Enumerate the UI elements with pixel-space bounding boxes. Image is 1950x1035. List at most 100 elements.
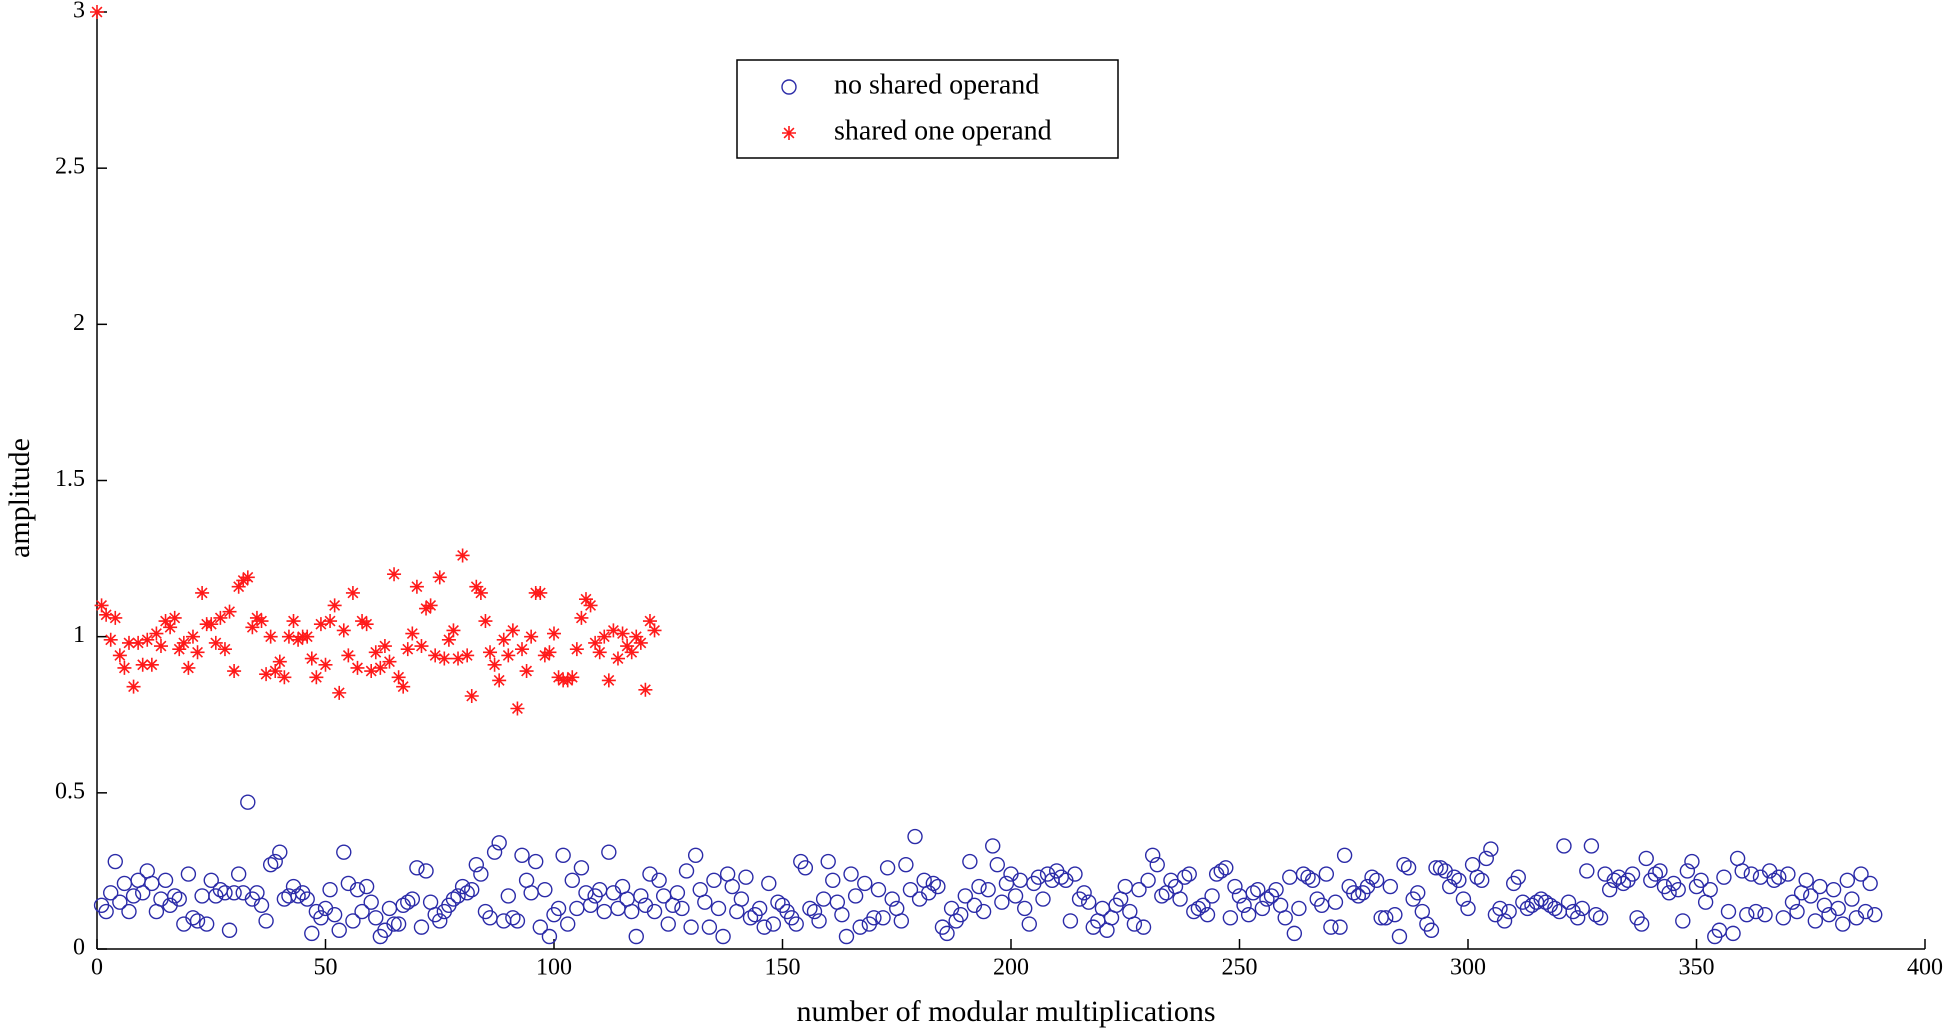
star-marker bbox=[782, 126, 796, 140]
circle-marker bbox=[1149, 856, 1165, 873]
circle-marker bbox=[651, 872, 667, 888]
star-marker bbox=[90, 5, 104, 19]
circle-marker bbox=[596, 903, 612, 920]
circle-marker bbox=[1053, 869, 1069, 885]
star-marker bbox=[377, 639, 392, 654]
circle-marker bbox=[1734, 863, 1750, 879]
circle-marker bbox=[628, 928, 644, 945]
star-marker bbox=[569, 642, 584, 657]
circle-marker bbox=[1588, 906, 1604, 923]
star-marker bbox=[117, 660, 132, 675]
circle-marker bbox=[1643, 872, 1659, 888]
circle-marker bbox=[1725, 925, 1741, 942]
circle-marker bbox=[212, 881, 229, 898]
star-marker bbox=[208, 635, 223, 650]
circle-marker bbox=[1780, 866, 1796, 882]
circle-marker bbox=[1080, 894, 1097, 910]
circle-marker bbox=[747, 906, 763, 923]
legend-label: shared one operand bbox=[834, 115, 1052, 146]
circle-marker bbox=[898, 856, 914, 873]
star-marker bbox=[446, 623, 461, 638]
circle-marker bbox=[418, 863, 434, 879]
star-marker bbox=[565, 670, 580, 685]
circle-marker bbox=[1483, 841, 1499, 857]
circle-marker bbox=[1245, 885, 1261, 901]
star-marker bbox=[300, 629, 315, 644]
star-marker bbox=[249, 610, 264, 625]
star-marker bbox=[437, 651, 452, 666]
circle-marker bbox=[349, 881, 366, 898]
circle-marker bbox=[226, 885, 242, 901]
star-marker bbox=[547, 626, 561, 641]
circle-marker bbox=[1085, 919, 1101, 935]
circle-marker bbox=[1400, 860, 1417, 876]
star-marker bbox=[336, 623, 351, 638]
circle-marker bbox=[166, 888, 183, 904]
circle-marker bbox=[646, 903, 663, 920]
star-marker bbox=[172, 642, 187, 657]
circle-marker bbox=[541, 928, 558, 945]
circle-marker bbox=[491, 835, 507, 851]
circle-marker bbox=[781, 79, 797, 95]
circle-marker bbox=[1629, 910, 1645, 926]
star-marker bbox=[185, 629, 200, 644]
star-marker bbox=[355, 614, 370, 629]
star-marker bbox=[364, 664, 379, 679]
circle-marker bbox=[761, 875, 777, 892]
circle-marker bbox=[326, 906, 343, 923]
circle-marker bbox=[1382, 878, 1399, 895]
star-marker bbox=[153, 639, 168, 654]
star-marker bbox=[560, 673, 575, 688]
x-tick-label: 100 bbox=[536, 955, 572, 981]
circle-marker bbox=[1656, 878, 1673, 895]
circle-marker bbox=[1496, 913, 1513, 929]
circle-marker bbox=[834, 906, 850, 923]
circle-marker bbox=[610, 900, 626, 917]
circle-marker bbox=[1263, 888, 1280, 904]
circle-marker bbox=[1748, 903, 1764, 920]
circle-marker bbox=[432, 913, 448, 929]
circle-marker bbox=[1094, 900, 1111, 917]
star-marker bbox=[405, 626, 420, 641]
circle-marker bbox=[322, 881, 338, 898]
star-marker bbox=[441, 632, 456, 647]
star-marker bbox=[501, 648, 516, 663]
circle-marker bbox=[820, 853, 836, 870]
circle-marker bbox=[1830, 900, 1846, 917]
circle-marker bbox=[715, 928, 731, 945]
star-marker bbox=[112, 648, 127, 663]
circle-marker bbox=[948, 913, 964, 929]
circle-marker bbox=[1835, 916, 1851, 932]
circle-marker bbox=[1867, 906, 1883, 923]
circle-marker bbox=[459, 885, 475, 901]
circle-marker bbox=[1135, 919, 1152, 935]
circle-marker bbox=[1702, 881, 1718, 898]
circle-marker bbox=[1670, 881, 1686, 898]
circle-marker bbox=[1693, 872, 1709, 888]
circle-marker bbox=[331, 922, 347, 938]
star-marker bbox=[629, 629, 644, 644]
y-tick-label: 1.5 bbox=[55, 466, 85, 492]
circle-marker bbox=[678, 863, 695, 879]
circle-marker bbox=[1017, 900, 1033, 917]
star-marker bbox=[222, 604, 237, 619]
circle-marker bbox=[509, 913, 526, 929]
circle-marker bbox=[1126, 916, 1143, 932]
circle-marker bbox=[550, 900, 567, 917]
circle-marker bbox=[1355, 885, 1371, 901]
star-marker bbox=[578, 592, 593, 607]
circle-marker bbox=[985, 838, 1001, 854]
x-tick-label: 300 bbox=[1450, 955, 1486, 981]
circle-marker bbox=[788, 916, 804, 932]
circle-marker bbox=[1071, 891, 1088, 907]
circle-marker bbox=[363, 894, 379, 910]
circle-marker bbox=[1661, 885, 1677, 901]
circle-marker bbox=[1624, 866, 1641, 882]
circle-marker bbox=[847, 888, 864, 904]
circle-marker bbox=[687, 847, 704, 863]
circle-marker bbox=[879, 860, 896, 876]
circle-marker bbox=[1332, 919, 1348, 935]
circle-marker bbox=[560, 916, 576, 932]
star-marker bbox=[574, 610, 589, 625]
circle-marker bbox=[1679, 863, 1696, 879]
